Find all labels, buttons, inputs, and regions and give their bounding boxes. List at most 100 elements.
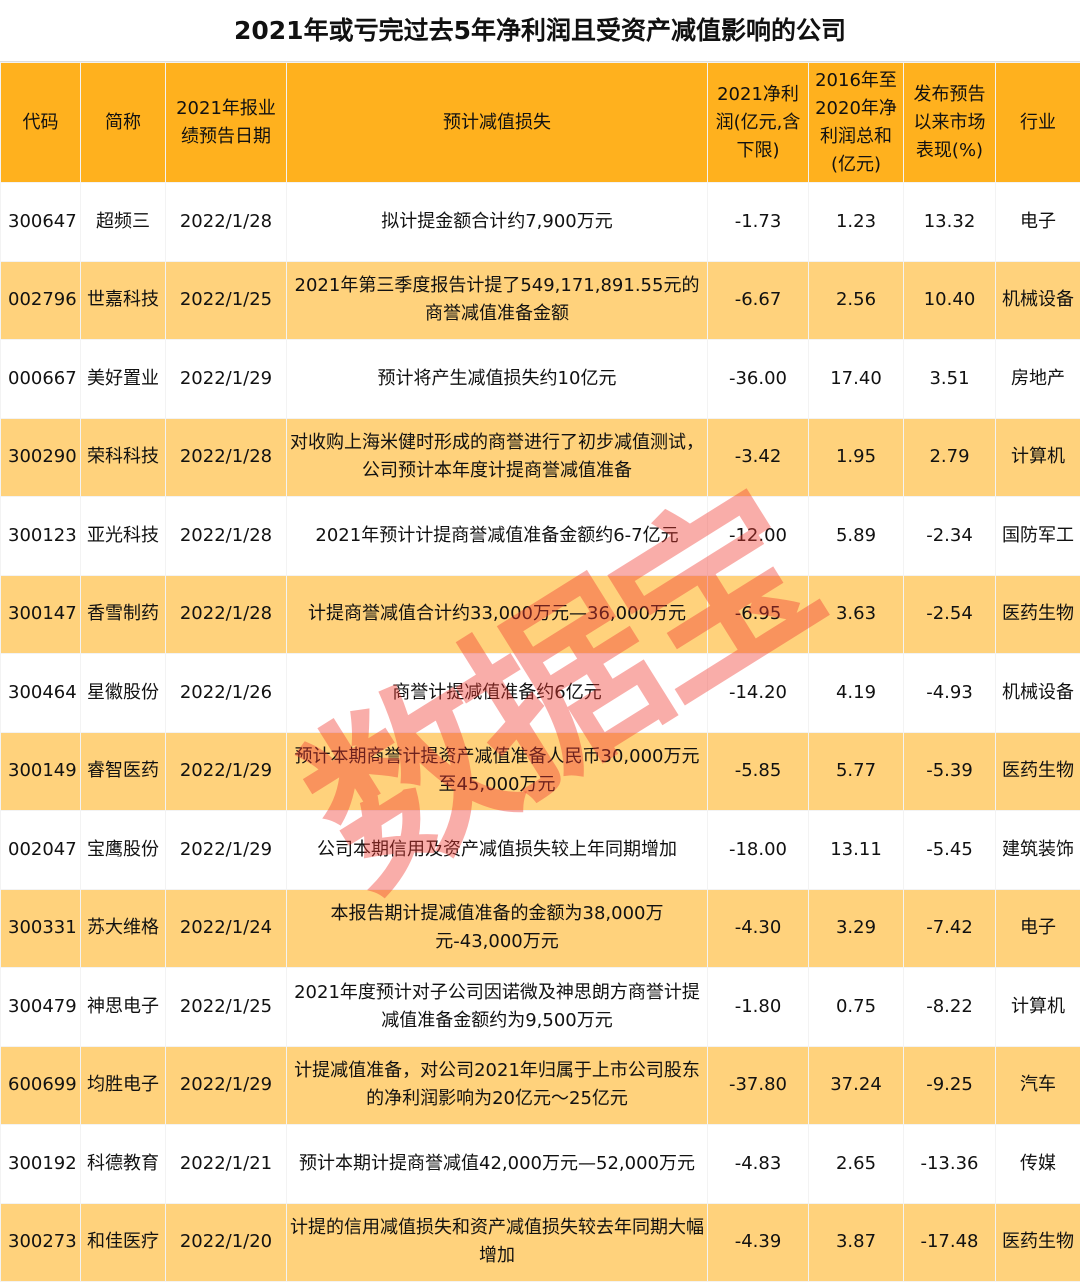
cell-impairment: 预计本期计提商誉减值42,000万元—52,000万元 <box>287 1125 708 1204</box>
cell-profit-sum-2016-2020: 3.29 <box>809 889 904 968</box>
cell-date: 2022/1/29 <box>166 732 287 811</box>
cell-code: 300647 <box>1 183 81 262</box>
column-header-code: 代码 <box>1 63 81 183</box>
cell-date: 2022/1/29 <box>166 340 287 419</box>
cell-date: 2022/1/24 <box>166 889 287 968</box>
column-header-industry: 行业 <box>996 63 1080 183</box>
cell-impairment: 2021年度预计对子公司因诺微及神思朗方商誉计提减值准备金额约为9,500万元 <box>287 968 708 1047</box>
column-header-date: 2021年报业绩预告日期 <box>166 63 287 183</box>
cell-date: 2022/1/29 <box>166 811 287 890</box>
cell-net-profit-2021: -5.85 <box>708 732 809 811</box>
cell-impairment: 计提商誉减值合计约33,000万元—36,000万元 <box>287 575 708 654</box>
column-header-profit-sum-2016-2020: 2016年至2020年净利润总和(亿元) <box>809 63 904 183</box>
cell-code: 600699 <box>1 1046 81 1125</box>
cell-industry: 国防军工 <box>996 497 1080 576</box>
cell-name: 荣科科技 <box>81 418 166 497</box>
column-header-net-profit-2021: 2021净利润(亿元,含下限) <box>708 63 809 183</box>
cell-code: 300273 <box>1 1203 81 1282</box>
cell-impairment: 公司本期信用及资产减值损失较上年同期增加 <box>287 811 708 890</box>
cell-impairment: 计提的信用减值损失和资产减值损失较去年同期大幅增加 <box>287 1203 708 1282</box>
cell-market-performance: -5.45 <box>904 811 996 890</box>
cell-net-profit-2021: -37.80 <box>708 1046 809 1125</box>
cell-date: 2022/1/20 <box>166 1203 287 1282</box>
cell-net-profit-2021: -4.39 <box>708 1203 809 1282</box>
cell-market-performance: -17.48 <box>904 1203 996 1282</box>
cell-market-performance: 13.32 <box>904 183 996 262</box>
cell-name: 世嘉科技 <box>81 261 166 340</box>
cell-industry: 传媒 <box>996 1125 1080 1204</box>
cell-name: 星徽股份 <box>81 654 166 733</box>
cell-date: 2022/1/28 <box>166 183 287 262</box>
cell-net-profit-2021: -3.42 <box>708 418 809 497</box>
cell-profit-sum-2016-2020: 3.63 <box>809 575 904 654</box>
table-title: 2021年或亏完过去5年净利润且受资产减值影响的公司 <box>0 0 1080 62</box>
cell-profit-sum-2016-2020: 4.19 <box>809 654 904 733</box>
cell-market-performance: 3.51 <box>904 340 996 419</box>
cell-market-performance: -8.22 <box>904 968 996 1047</box>
cell-code: 002047 <box>1 811 81 890</box>
cell-name: 美好置业 <box>81 340 166 419</box>
cell-industry: 计算机 <box>996 968 1080 1047</box>
cell-profit-sum-2016-2020: 5.89 <box>809 497 904 576</box>
cell-net-profit-2021: -4.83 <box>708 1125 809 1204</box>
cell-impairment: 预计将产生减值损失约10亿元 <box>287 340 708 419</box>
cell-net-profit-2021: -6.67 <box>708 261 809 340</box>
cell-net-profit-2021: -1.80 <box>708 968 809 1047</box>
cell-industry: 机械设备 <box>996 261 1080 340</box>
cell-name: 超频三 <box>81 183 166 262</box>
column-header-impairment: 预计减值损失 <box>287 63 708 183</box>
cell-profit-sum-2016-2020: 2.56 <box>809 261 904 340</box>
cell-net-profit-2021: -14.20 <box>708 654 809 733</box>
cell-date: 2022/1/25 <box>166 261 287 340</box>
cell-profit-sum-2016-2020: 3.87 <box>809 1203 904 1282</box>
cell-industry: 建筑装饰 <box>996 811 1080 890</box>
column-header-market-performance: 发布预告以来市场表现(%) <box>904 63 996 183</box>
cell-code: 300147 <box>1 575 81 654</box>
cell-code: 300331 <box>1 889 81 968</box>
cell-industry: 计算机 <box>996 418 1080 497</box>
cell-name: 神思电子 <box>81 968 166 1047</box>
cell-impairment: 对收购上海米健时形成的商誉进行了初步减值测试，公司预计本年度计提商誉减值准备 <box>287 418 708 497</box>
cell-net-profit-2021: -1.73 <box>708 183 809 262</box>
cell-date: 2022/1/26 <box>166 654 287 733</box>
cell-profit-sum-2016-2020: 1.95 <box>809 418 904 497</box>
cell-profit-sum-2016-2020: 2.65 <box>809 1125 904 1204</box>
cell-code: 300290 <box>1 418 81 497</box>
cell-date: 2022/1/28 <box>166 418 287 497</box>
cell-impairment: 计提减值准备，对公司2021年归属于上市公司股东的净利润影响为20亿元～25亿元 <box>287 1046 708 1125</box>
cell-date: 2022/1/25 <box>166 968 287 1047</box>
cell-net-profit-2021: -36.00 <box>708 340 809 419</box>
cell-market-performance: -7.42 <box>904 889 996 968</box>
cell-impairment: 拟计提金额合计约7,900万元 <box>287 183 708 262</box>
cell-net-profit-2021: -12.00 <box>708 497 809 576</box>
cell-date: 2022/1/29 <box>166 1046 287 1125</box>
cell-code: 300123 <box>1 497 81 576</box>
cell-profit-sum-2016-2020: 17.40 <box>809 340 904 419</box>
cell-date: 2022/1/21 <box>166 1125 287 1204</box>
cell-code: 300464 <box>1 654 81 733</box>
cell-name: 香雪制药 <box>81 575 166 654</box>
cell-industry: 医药生物 <box>996 1203 1080 1282</box>
cell-profit-sum-2016-2020: 5.77 <box>809 732 904 811</box>
cell-profit-sum-2016-2020: 37.24 <box>809 1046 904 1125</box>
cell-impairment: 商誉计提减值准备约6亿元 <box>287 654 708 733</box>
cell-market-performance: -13.36 <box>904 1125 996 1204</box>
cell-code: 300479 <box>1 968 81 1047</box>
cell-date: 2022/1/28 <box>166 575 287 654</box>
cell-impairment: 2021年预计计提商誉减值准备金额约6-7亿元 <box>287 497 708 576</box>
